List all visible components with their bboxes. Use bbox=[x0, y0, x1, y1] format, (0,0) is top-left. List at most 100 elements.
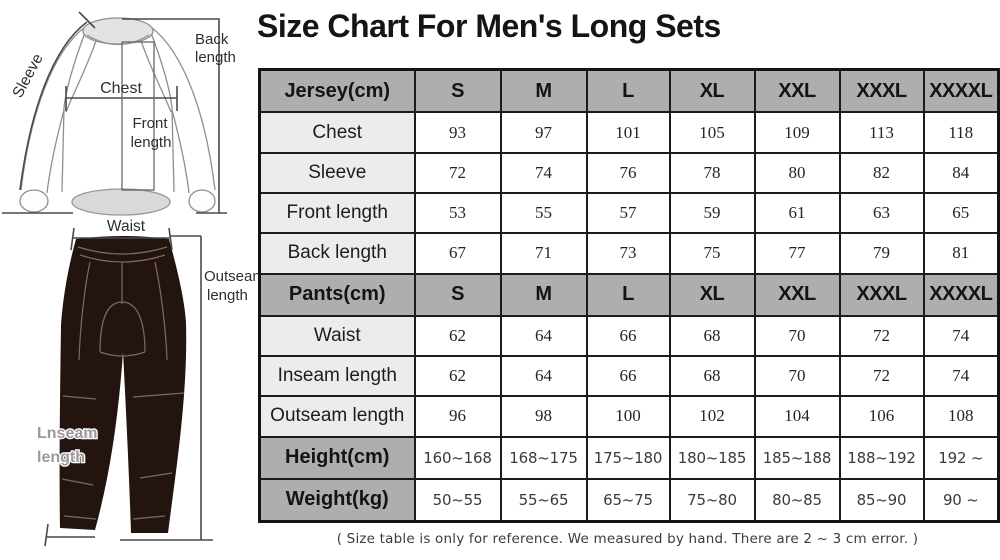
table-row-back-length: Back length 67 71 73 75 77 79 81 bbox=[258, 232, 1000, 275]
row-label-cell: Waist bbox=[258, 314, 416, 357]
table-row-sleeve: Sleeve 72 74 76 78 80 82 84 bbox=[258, 151, 1000, 194]
value-cell: 74 bbox=[922, 354, 1000, 398]
range-cell: 65~75 bbox=[585, 477, 671, 523]
jersey-hem bbox=[71, 188, 171, 216]
range-cell: 185~188 bbox=[753, 435, 841, 480]
size-header-cell: XL bbox=[668, 68, 756, 114]
pants-section-header: Pants(cm) bbox=[258, 272, 416, 317]
back-length-label-line2: length bbox=[195, 49, 236, 66]
row-label-cell: Front length bbox=[258, 191, 416, 235]
range-cell: 160~168 bbox=[413, 435, 502, 480]
size-table: Jersey(cm) S M L XL XXL XXXL XXXXL Chest… bbox=[258, 68, 1000, 523]
value-cell: 78 bbox=[668, 151, 756, 194]
table-row-front-length: Front length 53 55 57 59 61 63 65 bbox=[258, 191, 1000, 235]
value-cell: 61 bbox=[753, 191, 841, 235]
jersey-outline bbox=[19, 26, 216, 213]
value-cell: 77 bbox=[753, 232, 841, 275]
height-row-label: Height(cm) bbox=[258, 435, 416, 480]
value-cell: 62 bbox=[413, 314, 502, 357]
value-cell: 73 bbox=[585, 232, 671, 275]
size-header-cell: M bbox=[499, 272, 588, 317]
pants-silhouette bbox=[59, 236, 187, 533]
value-cell: 84 bbox=[922, 151, 1000, 194]
jersey-section-header: Jersey(cm) bbox=[258, 68, 416, 114]
value-cell: 76 bbox=[585, 151, 671, 194]
range-cell: 75~80 bbox=[668, 477, 756, 523]
value-cell: 113 bbox=[838, 111, 925, 154]
front-length-label-line1: Front bbox=[132, 115, 168, 132]
table-row-outseam-length: Outseam length 96 98 100 102 104 106 108 bbox=[258, 395, 1000, 438]
outseam-label-line1: Outseam bbox=[204, 268, 258, 285]
table-row-inseam-length: Inseam length 62 64 66 68 70 72 74 bbox=[258, 354, 1000, 398]
chest-measure-label: Chest bbox=[100, 80, 142, 97]
value-cell: 62 bbox=[413, 354, 502, 398]
page-title: Size Chart For Men's Long Sets bbox=[257, 8, 721, 44]
value-cell: 72 bbox=[413, 151, 502, 194]
value-cell: 71 bbox=[499, 232, 588, 275]
value-cell: 74 bbox=[922, 314, 1000, 357]
row-label-cell: Back length bbox=[258, 232, 416, 275]
row-label-cell: Chest bbox=[258, 111, 416, 154]
range-cell: 85~90 bbox=[838, 477, 925, 523]
size-header-cell: XXL bbox=[753, 272, 841, 317]
value-cell: 70 bbox=[753, 354, 841, 398]
value-cell: 106 bbox=[838, 395, 925, 438]
weight-row-label: Weight(kg) bbox=[258, 477, 416, 523]
row-label-cell: Sleeve bbox=[258, 151, 416, 194]
value-cell: 70 bbox=[753, 314, 841, 357]
pants-seams bbox=[61, 246, 185, 520]
value-cell: 108 bbox=[922, 395, 1000, 438]
size-header-cell: XXL bbox=[753, 68, 841, 114]
value-cell: 63 bbox=[838, 191, 925, 235]
size-header-cell: XXXL bbox=[838, 272, 925, 317]
range-cell: 80~85 bbox=[753, 477, 841, 523]
back-length-label-line1: Back bbox=[195, 31, 229, 48]
waist-measure-label: Waist bbox=[107, 218, 146, 235]
range-cell: 55~65 bbox=[499, 477, 588, 523]
jersey-measure-lines bbox=[2, 11, 227, 214]
value-cell: 68 bbox=[668, 354, 756, 398]
value-cell: 96 bbox=[413, 395, 502, 438]
inseam-label-line2: length bbox=[37, 449, 85, 466]
value-cell: 100 bbox=[585, 395, 671, 438]
value-cell: 68 bbox=[668, 314, 756, 357]
range-cell: 180~185 bbox=[668, 435, 756, 480]
value-cell: 98 bbox=[499, 395, 588, 438]
size-header-cell: S bbox=[413, 68, 502, 114]
table-row-weight: Weight(kg) 50~55 55~65 65~75 75~80 80~85… bbox=[258, 477, 1000, 523]
value-cell: 79 bbox=[838, 232, 925, 275]
value-cell: 105 bbox=[668, 111, 756, 154]
value-cell: 64 bbox=[499, 354, 588, 398]
reference-note: ( Size table is only for reference. We m… bbox=[336, 531, 919, 547]
size-header-cell: XXXL bbox=[838, 68, 925, 114]
pants-header-row: Pants(cm) S M L XL XXL XXXL XXXXL bbox=[258, 272, 1000, 317]
size-header-cell: L bbox=[585, 272, 671, 317]
row-label-cell: Inseam length bbox=[258, 354, 416, 398]
value-cell: 104 bbox=[753, 395, 841, 438]
range-cell: 50~55 bbox=[413, 477, 502, 523]
value-cell: 59 bbox=[668, 191, 756, 235]
value-cell: 97 bbox=[499, 111, 588, 154]
value-cell: 65 bbox=[922, 191, 1000, 235]
inseam-label-line1: Lnseam bbox=[37, 425, 97, 442]
size-header-cell: L bbox=[585, 68, 671, 114]
value-cell: 93 bbox=[413, 111, 502, 154]
table-row-waist: Waist 62 64 66 68 70 72 74 bbox=[258, 314, 1000, 357]
value-cell: 80 bbox=[753, 151, 841, 194]
outseam-label-line2: length bbox=[207, 287, 248, 304]
front-length-label-line2: length bbox=[131, 134, 172, 151]
value-cell: 82 bbox=[838, 151, 925, 194]
range-cell: 188~192 bbox=[838, 435, 925, 480]
value-cell: 67 bbox=[413, 232, 502, 275]
value-cell: 66 bbox=[585, 314, 671, 357]
size-header-cell: XXXXL bbox=[922, 272, 1000, 317]
jersey-header-row: Jersey(cm) S M L XL XXL XXXL XXXXL bbox=[258, 68, 1000, 114]
jersey-collar-inner bbox=[86, 34, 150, 46]
value-cell: 66 bbox=[585, 354, 671, 398]
row-label-cell: Outseam length bbox=[258, 395, 416, 438]
value-cell: 102 bbox=[668, 395, 756, 438]
measurement-diagram: Sleeve Chest Back length Front length bbox=[2, 11, 258, 547]
range-cell: 175~180 bbox=[585, 435, 671, 480]
range-cell: 90 ~ bbox=[922, 477, 1000, 523]
value-cell: 57 bbox=[585, 191, 671, 235]
